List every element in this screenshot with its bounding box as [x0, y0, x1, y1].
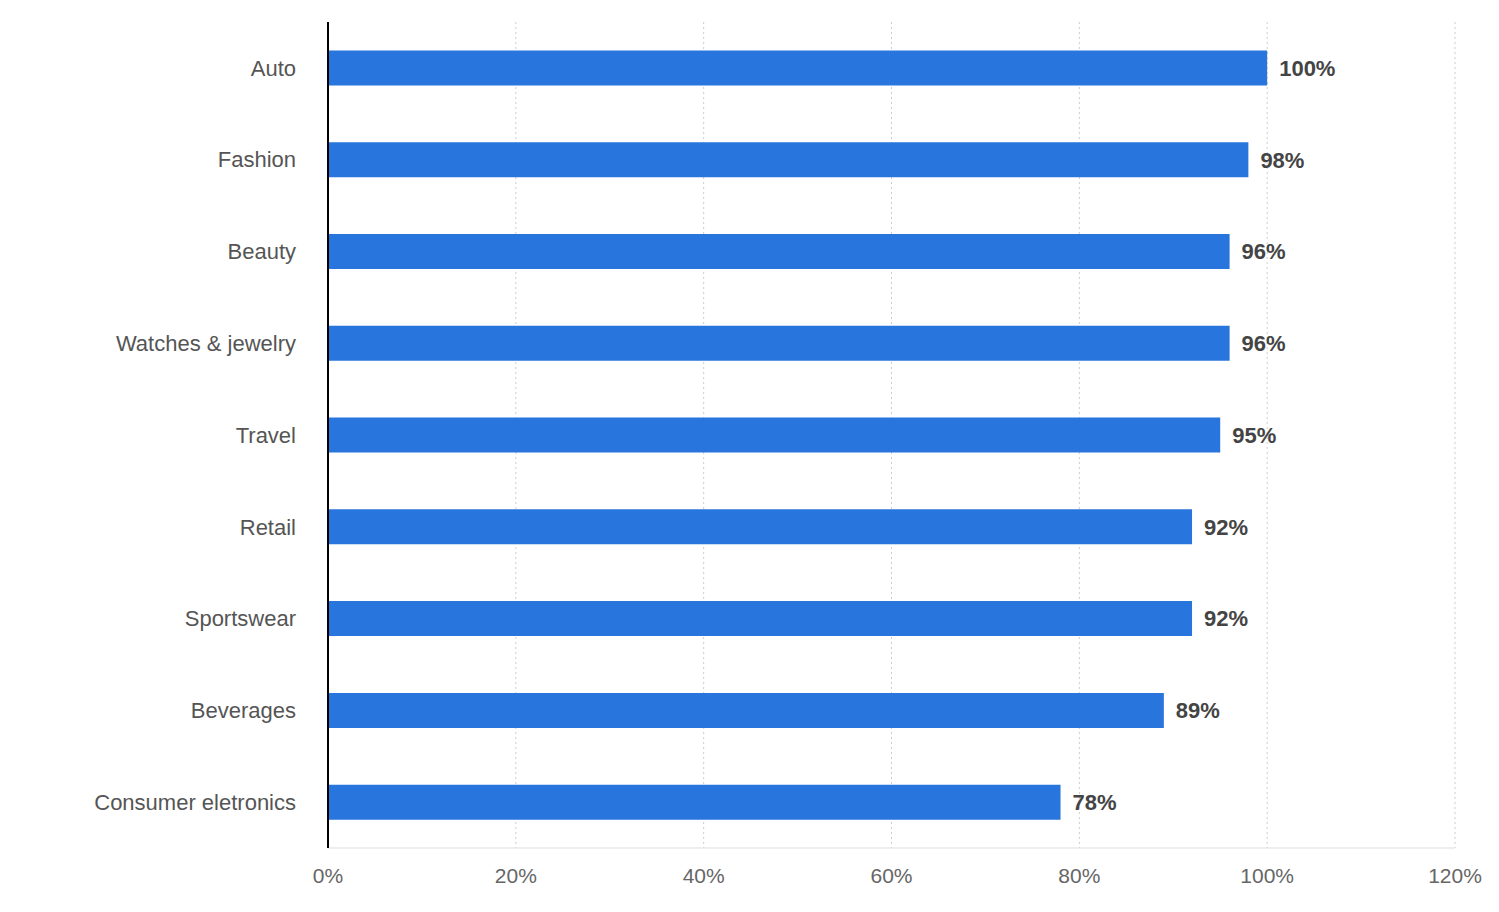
svg-text:120%: 120%	[1428, 864, 1482, 887]
svg-text:89%: 89%	[1176, 698, 1220, 723]
svg-text:Beverages: Beverages	[191, 698, 296, 723]
svg-text:Travel: Travel	[236, 423, 296, 448]
svg-text:Beauty: Beauty	[228, 239, 297, 264]
svg-text:80%: 80%	[1058, 864, 1100, 887]
svg-text:100%: 100%	[1240, 864, 1294, 887]
svg-text:100%: 100%	[1279, 56, 1335, 81]
svg-text:92%: 92%	[1204, 606, 1248, 631]
svg-text:Auto: Auto	[251, 56, 296, 81]
svg-text:78%: 78%	[1073, 790, 1117, 815]
svg-text:Watches & jewelry: Watches & jewelry	[116, 331, 296, 356]
svg-text:Consumer eletronics: Consumer eletronics	[94, 790, 296, 815]
svg-text:Sportswear: Sportswear	[185, 606, 296, 631]
svg-text:40%: 40%	[683, 864, 725, 887]
svg-text:20%: 20%	[495, 864, 537, 887]
svg-text:96%: 96%	[1242, 331, 1286, 356]
svg-text:Retail: Retail	[240, 515, 296, 540]
svg-text:96%: 96%	[1242, 239, 1286, 264]
svg-text:95%: 95%	[1232, 423, 1276, 448]
svg-text:0%: 0%	[313, 864, 343, 887]
svg-text:Fashion: Fashion	[218, 147, 296, 172]
svg-text:98%: 98%	[1260, 148, 1304, 173]
svg-text:92%: 92%	[1204, 515, 1248, 540]
svg-text:60%: 60%	[870, 864, 912, 887]
